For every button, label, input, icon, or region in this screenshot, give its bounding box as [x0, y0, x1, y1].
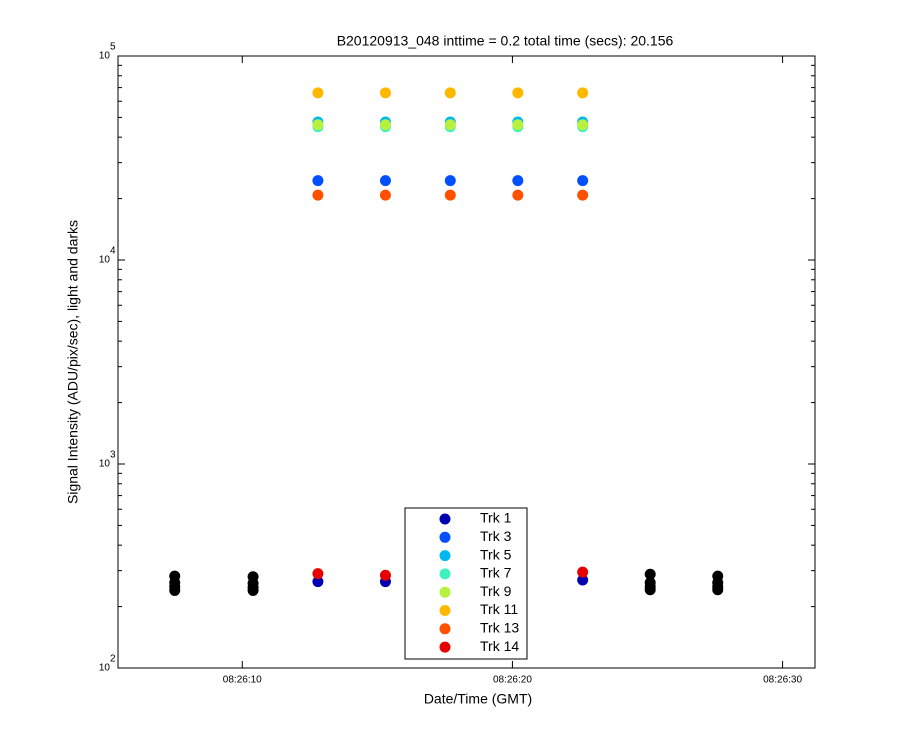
legend-marker	[439, 531, 451, 543]
legend-marker	[439, 513, 451, 525]
legend-label: Trk 7	[480, 565, 512, 581]
point	[577, 574, 589, 586]
legend-label: Trk 9	[480, 583, 512, 599]
point	[577, 566, 589, 578]
point	[577, 175, 589, 187]
point	[379, 87, 391, 99]
y-tick-power: 4	[110, 246, 116, 257]
point	[312, 576, 324, 588]
point	[577, 119, 589, 131]
point	[512, 189, 524, 201]
x-axis-label: Date/Time (GMT)	[424, 691, 532, 707]
chart-title: B20120913_048 inttime = 0.2 total time (…	[337, 33, 674, 49]
point	[247, 584, 259, 596]
point	[512, 175, 524, 187]
y-tick-label: 10	[99, 663, 111, 674]
y-tick-power: 5	[110, 42, 116, 53]
point	[312, 189, 324, 201]
legend-marker	[439, 568, 451, 580]
legend-label: Trk 14	[480, 638, 519, 654]
point	[169, 584, 181, 596]
point	[577, 189, 589, 201]
legend-marker	[439, 623, 451, 635]
legend-label: Trk 5	[480, 546, 512, 562]
legend-marker	[439, 641, 451, 653]
legend-marker	[439, 550, 451, 562]
y-tick-power: 3	[110, 450, 116, 461]
point	[712, 584, 724, 596]
y-axis-label: Signal Intensity (ADU/pix/sec), light an…	[65, 220, 81, 504]
marks	[169, 87, 724, 596]
legend-marker	[439, 605, 451, 616]
point	[444, 87, 456, 99]
x-tick-label: 08:26:10	[223, 675, 262, 686]
point	[444, 189, 456, 201]
point	[379, 119, 391, 131]
y-tick-label: 10	[99, 51, 111, 62]
point	[312, 87, 324, 99]
point	[379, 189, 391, 201]
point	[644, 568, 656, 580]
point	[444, 119, 456, 131]
point	[444, 175, 456, 187]
point	[379, 175, 391, 187]
legend-label: Trk 13	[480, 620, 519, 636]
point	[512, 87, 524, 99]
x-tick-label: 08:26:20	[493, 675, 532, 686]
y-tick-label: 10	[99, 255, 111, 266]
y-tick-label: 10	[99, 459, 111, 470]
point	[379, 569, 391, 581]
point	[577, 87, 589, 99]
point	[312, 175, 324, 187]
legend-label: Trk 3	[480, 528, 512, 544]
point	[312, 568, 324, 580]
legend-label: Trk 11	[480, 601, 518, 617]
point	[644, 584, 656, 596]
x-tick-label: 08:26:30	[763, 675, 802, 686]
legend-marker	[439, 586, 451, 598]
y-tick-power: 2	[110, 654, 116, 665]
legend	[404, 507, 528, 660]
legend-label: Trk 1	[480, 510, 512, 526]
point	[512, 119, 524, 131]
point	[312, 119, 324, 131]
